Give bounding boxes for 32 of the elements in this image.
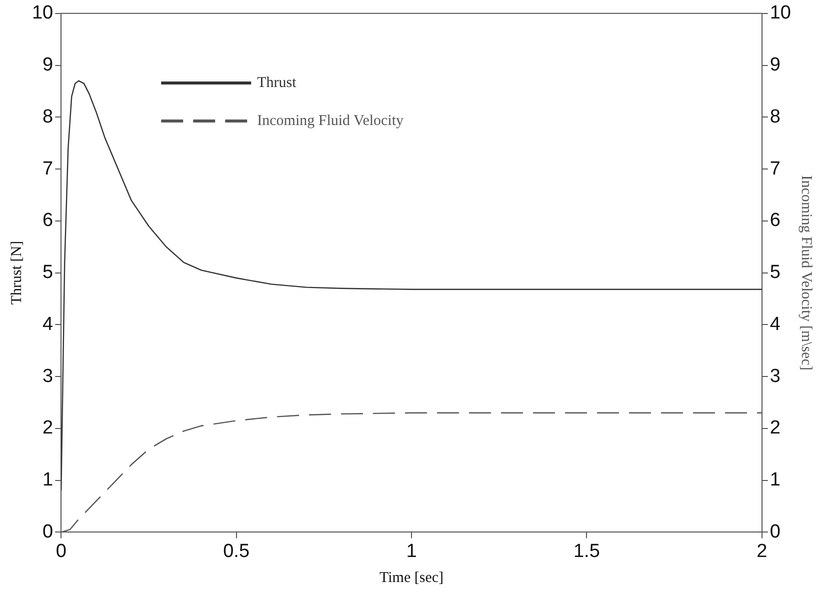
y-tick-label: 10	[32, 2, 54, 24]
y-tick-label: 6	[42, 210, 54, 232]
y2-tick-label: 4	[770, 314, 781, 335]
y-tick-label: 4	[42, 314, 54, 335]
y-tick-label: 0	[42, 521, 54, 542]
y-tick-label: 2	[42, 418, 54, 439]
y2-tick-label: 3	[770, 366, 780, 387]
y-tick-label: 9	[42, 54, 54, 76]
x-tick-label: 0	[56, 540, 66, 562]
x-tick-label: 0.5	[223, 540, 250, 562]
y-axis-title: Thrust [N]	[8, 240, 25, 305]
y2-tick-label: 0	[770, 521, 780, 542]
x-tick-label: 1	[406, 540, 417, 562]
x-tick-label: 2	[756, 540, 768, 562]
y2-tick-label: 5	[770, 262, 780, 284]
y-tick-label: 7	[42, 158, 54, 180]
text: Thrust	[257, 74, 298, 91]
y2-tick-label: 1	[770, 470, 780, 491]
y2-tick-label: 8	[770, 106, 780, 128]
y-tick-label: 5	[42, 262, 54, 284]
y2-tick-label: 7	[770, 158, 780, 180]
y2-tick-label: 2	[770, 418, 780, 439]
y2-tick-label: 9	[770, 54, 780, 76]
x-tick-label: 1.5	[573, 540, 600, 562]
y-tick-label: 8	[42, 106, 54, 128]
text: Incoming Fluid Velocity	[257, 112, 404, 129]
y2-tick-label: 6	[770, 210, 780, 232]
x-axis-title: Time [sec]	[379, 570, 444, 586]
y2-tick-label: 10	[770, 2, 792, 24]
y-tick-label: 3	[42, 366, 54, 387]
y2-axis-title: Incoming Fluid Velocity [m\sec]	[798, 175, 814, 370]
y-tick-label: 1	[42, 470, 54, 491]
